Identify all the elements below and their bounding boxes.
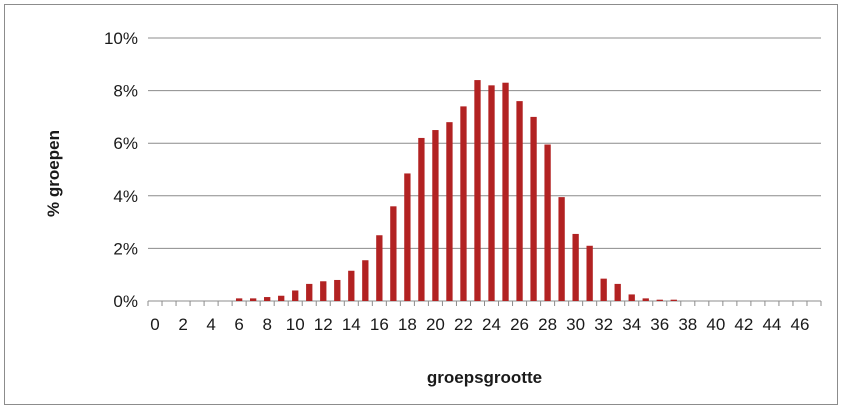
x-tick-label: 2 [178,315,187,334]
x-tick-label: 34 [622,315,641,334]
x-tick-label: 18 [398,315,417,334]
x-tick-label: 0 [150,315,159,334]
bar [292,290,299,301]
bar [530,116,537,302]
bar [446,122,453,301]
y-tick-label: 6% [113,134,138,153]
x-tick-label: 42 [734,315,753,334]
bar [418,137,425,301]
bar [320,281,327,301]
bar [250,298,257,301]
x-tick-label: 32 [594,315,613,334]
bar [642,298,649,301]
bar [670,299,677,301]
bar [278,295,285,301]
y-tick-label: 10% [104,29,138,48]
y-tick-label: 8% [113,82,138,101]
bar [572,233,579,301]
x-tick-label: 20 [426,315,445,334]
x-tick-label: 24 [482,315,501,334]
x-tick-label: 8 [262,315,271,334]
x-tick-label: 4 [206,315,215,334]
gridlines [148,37,821,302]
x-axis-title: groepsgrootte [427,368,542,387]
y-tick-label: 2% [113,239,138,258]
x-tick-label: 28 [538,315,557,334]
bar [404,173,411,301]
x-tick-label: 30 [566,315,585,334]
bars [235,80,677,302]
y-tick-label: 4% [113,187,138,206]
y-axis-title: % groepen [44,130,63,217]
bar [502,82,509,302]
bar [516,101,523,302]
x-axis: 0 2 4 6 8 10 12 14 16 18 20 22 24 26 28 30 32 34 36 38 40 42 4… [147,301,822,334]
bar [628,294,635,301]
bar [390,206,397,301]
bar [544,144,551,301]
bar [306,283,313,301]
x-tick-label: 12 [314,315,333,334]
bar [474,80,481,301]
bar [460,106,467,301]
x-tick-label: 14 [342,315,361,334]
x-tick-label: 40 [706,315,725,334]
bar [235,298,243,301]
bar [376,235,383,301]
bar [348,270,355,301]
x-tick-label: 46 [791,315,810,334]
y-tick-label: 0% [113,292,138,311]
bar [362,260,369,301]
y-axis: 0% 2% 4% 6% 8% 10% [104,29,138,311]
x-tick-label: 22 [454,315,473,334]
x-tick-label: 26 [510,315,529,334]
x-tick-label: 44 [762,315,781,334]
x-tick-label: 38 [678,315,697,334]
bar [334,279,341,301]
bar [586,245,593,301]
bar [600,278,607,301]
bar [656,299,663,301]
x-tick-label: 10 [286,315,305,334]
bar-chart: 0 2 4 6 8 10 12 14 16 18 20 22 24 26 28 30 32 34 36 38 40 42 4… [44,29,822,387]
bar [558,197,565,301]
bar [264,297,271,301]
x-tick-label: 6 [234,315,243,334]
bar [488,85,495,301]
chart-frame: 0 2 4 6 8 10 12 14 16 18 20 22 24 26 28 30 32 34 36 38 40 42 4… [4,4,838,405]
x-tick-label: 16 [370,315,389,334]
x-tick-label: 36 [650,315,669,334]
bar [614,283,621,301]
bar [432,130,439,301]
